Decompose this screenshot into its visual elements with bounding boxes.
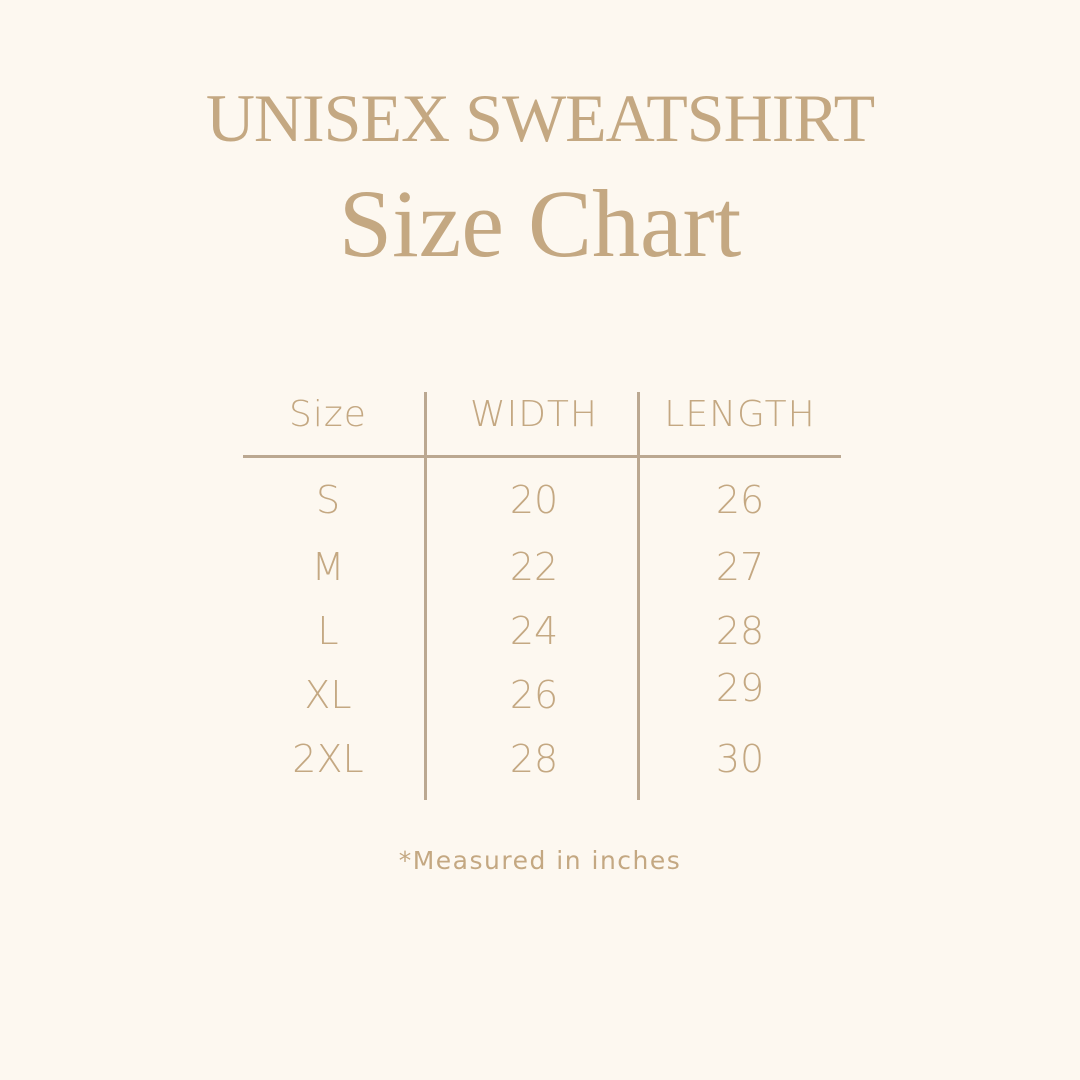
cell-size: L xyxy=(317,609,339,653)
cell-size: XL xyxy=(304,673,352,717)
cell-width: 22 xyxy=(509,545,559,589)
title-line-1: UNISEX SWEATSHIRT xyxy=(205,80,875,156)
cell-width: 26 xyxy=(509,673,559,717)
cell-length: 26 xyxy=(715,478,765,522)
footnote: *Measured in inches xyxy=(398,846,682,875)
cell-width: 20 xyxy=(509,478,559,522)
column-divider xyxy=(637,392,640,800)
cell-width: 24 xyxy=(509,609,559,653)
cell-length: 30 xyxy=(715,737,765,781)
cell-length: 27 xyxy=(715,545,765,589)
column-header-width: WIDTH xyxy=(470,394,598,435)
cell-length: 28 xyxy=(715,609,765,653)
title-line-2: Size Chart xyxy=(338,170,742,277)
cell-length: 29 xyxy=(715,666,765,710)
column-header-size: Size xyxy=(289,394,367,435)
cell-size: M xyxy=(311,545,345,589)
column-divider xyxy=(424,392,427,800)
cell-size: S xyxy=(315,478,341,522)
header-divider xyxy=(243,455,841,458)
cell-size: 2XL xyxy=(292,737,364,781)
column-header-length: LENGTH xyxy=(664,394,816,435)
cell-width: 28 xyxy=(509,737,559,781)
